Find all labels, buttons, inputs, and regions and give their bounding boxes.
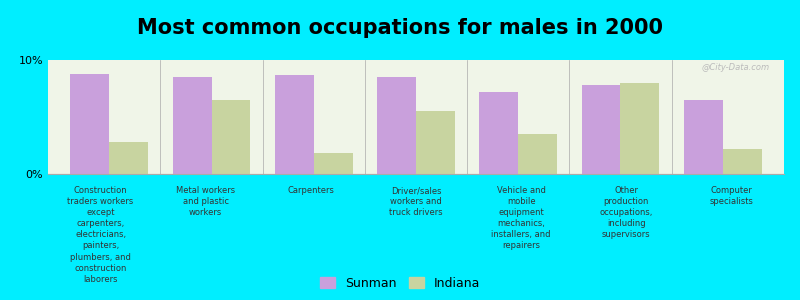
Bar [518, 134, 557, 174]
Text: Construction
traders workers
except
carpenters,
electricians,
painters,
plumbers: Construction traders workers except carp… [67, 186, 134, 284]
Bar [684, 100, 722, 174]
Bar [211, 100, 250, 174]
Text: Most common occupations for males in 2000: Most common occupations for males in 200… [137, 18, 663, 38]
Bar [275, 75, 314, 174]
Bar [110, 142, 148, 174]
Bar [722, 149, 762, 174]
Legend: Sunman, Indiana: Sunman, Indiana [316, 273, 484, 294]
Bar [479, 92, 518, 174]
Bar [582, 85, 621, 174]
Text: Other
production
occupations,
including
supervisors: Other production occupations, including … [599, 186, 653, 239]
Text: Driver/sales
workers and
truck drivers: Driver/sales workers and truck drivers [389, 186, 443, 217]
Bar [70, 74, 110, 174]
Bar [416, 111, 455, 174]
Text: Vehicle and
mobile
equipment
mechanics,
installers, and
repairers: Vehicle and mobile equipment mechanics, … [491, 186, 551, 250]
Text: Computer
specialists: Computer specialists [710, 186, 754, 206]
Text: Carpenters: Carpenters [287, 186, 334, 195]
Text: @City-Data.com: @City-Data.com [701, 63, 770, 72]
Bar [173, 77, 211, 174]
Bar [314, 154, 353, 174]
Text: Metal workers
and plastic
workers: Metal workers and plastic workers [176, 186, 235, 217]
Bar [377, 77, 416, 174]
Bar [621, 83, 659, 174]
